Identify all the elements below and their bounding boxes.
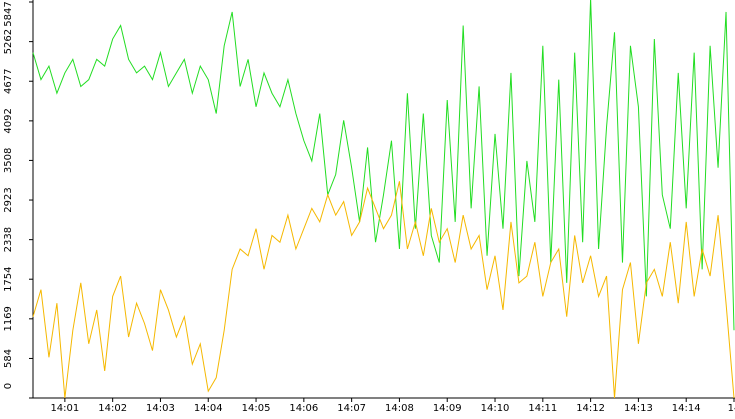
y-tick-label: 1169 [3, 306, 14, 331]
x-tick-label: 14:12 [576, 403, 605, 414]
x-tick-label: 14 [728, 403, 735, 414]
y-tick-label: 5847 [3, 1, 14, 26]
y-tick-label: 0 [3, 383, 14, 389]
y-tick-label: 3508 [3, 148, 14, 173]
y-tick-label: 584 [3, 349, 14, 368]
y-tick-label: 2923 [3, 187, 14, 212]
y-tick-label: 1754 [3, 266, 14, 291]
y-tick-label: 4677 [3, 69, 14, 94]
x-tick-label: 14:03 [146, 403, 175, 414]
x-tick-label: 14:04 [194, 403, 223, 414]
x-tick-label: 14:11 [528, 403, 557, 414]
series-line [32, 0, 735, 331]
x-tick-label: 14:07 [337, 403, 366, 414]
x-tick-label: 14:02 [98, 403, 127, 414]
x-tick-label: 14:13 [624, 403, 653, 414]
x-tick-label: 14:05 [242, 403, 271, 414]
y-tick-label: 4092 [3, 108, 14, 133]
y-tick-label: 5262 [3, 29, 14, 54]
x-tick-label: 14:01 [50, 403, 79, 414]
x-tick-label: 14:10 [481, 403, 510, 414]
x-tick-label: 14:09 [433, 403, 462, 414]
x-tick-label: 14:08 [385, 403, 414, 414]
x-tick-label: 14:14 [672, 403, 701, 414]
y-tick-label: 2338 [3, 227, 14, 252]
series-line [32, 181, 735, 399]
x-tick-label: 14:06 [289, 403, 318, 414]
